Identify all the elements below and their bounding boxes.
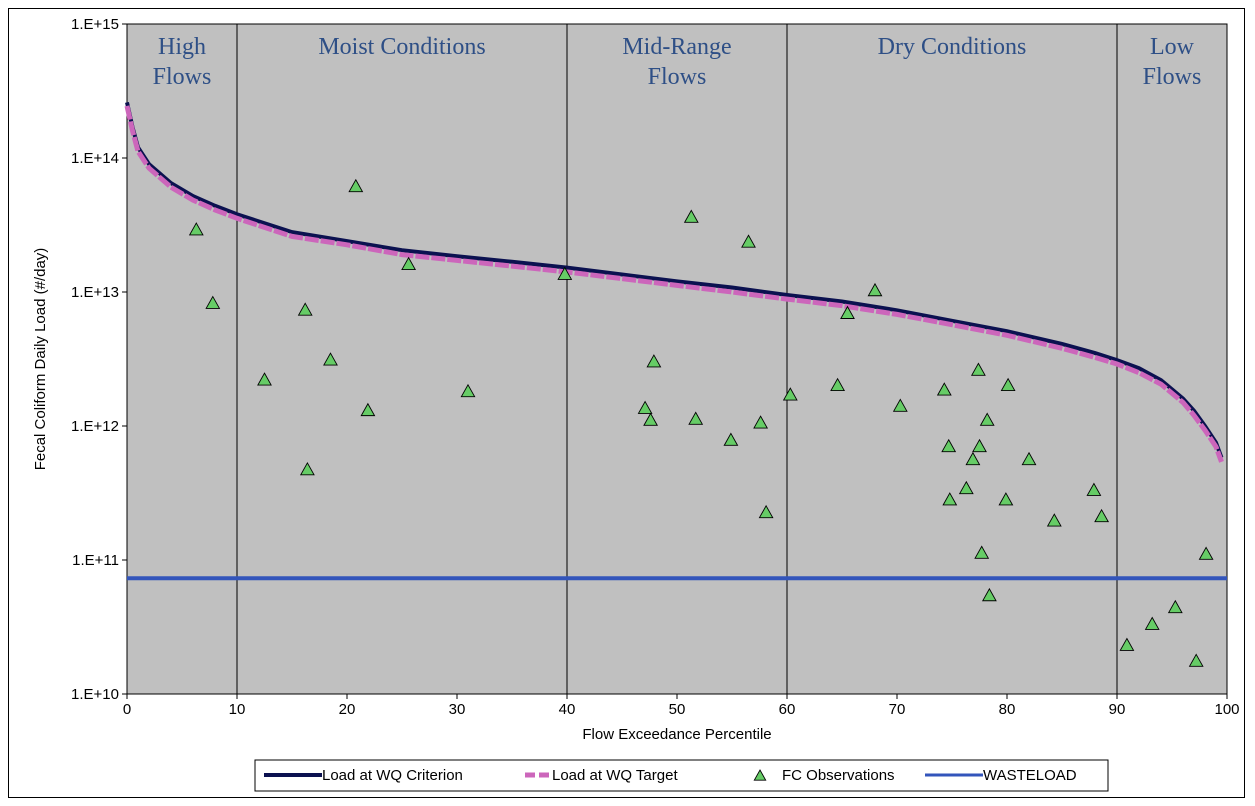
x-tick-label: 10 [229,701,246,718]
fc-observation-point [1086,482,1102,496]
fc-observation-point [688,411,704,425]
x-tick-label: 20 [339,701,356,718]
fc-observation-point [401,256,417,270]
fc-observation-point [965,451,981,466]
y-tick-label: 1.E+11 [72,552,119,569]
fc-observation-point [1188,653,1204,667]
fc-observation-point [297,302,313,316]
fc-observation-point [892,398,908,412]
fc-observation-point [782,387,798,401]
region-label: Flows [648,64,707,90]
x-tick-label: 90 [1109,701,1126,718]
region-label: Dry Conditions [878,34,1027,60]
legend-observations-label: FC Observations [782,767,895,784]
chart-frame: High Flows Moist Conditions Mid-Range Flows D… [8,8,1245,798]
fc-observation-point [942,492,958,506]
fc-observation-point [974,545,990,559]
fc-observation-point [1094,508,1110,523]
series-lines [124,101,1227,581]
fc-observation-point [972,438,987,453]
y-tick-label: 1.E+10 [71,686,119,703]
target-line [124,105,1224,463]
load-duration-chart: High Flows Moist Conditions Mid-Range Flows D… [32,16,1240,792]
legend-observations-swatch [753,769,767,781]
fc-observation-point [360,402,376,417]
fc-observation-point [637,400,653,414]
x-tick-label: 80 [999,701,1016,718]
fc-observation-point [188,222,204,236]
y-tick-label: 1.E+15 [71,16,119,33]
fc-observation-point [205,295,221,309]
fc-observation-point [936,382,952,396]
x-axis-title: Flow Exceedance Percentile [582,726,771,743]
y-axis-ticks: 1.E+10 1.E+11 1.E+12 1.E+13 1.E+14 1.E+15 [71,16,127,703]
legend-target-label: Load at WQ Target [552,767,678,784]
x-tick-label: 30 [449,701,466,718]
fc-observation-point [646,354,662,368]
fc-observation-point [1198,546,1214,560]
fc-observation-point [998,492,1014,506]
region-label: Flows [153,64,212,90]
plot-area [126,23,1228,695]
region-label: Mid-Range [622,34,731,60]
legend-wasteload-label: WASTELOAD [983,767,1077,784]
region-label: Flows [1143,64,1202,90]
fc-observation-point [299,462,315,476]
fc-observation-point [348,178,364,193]
legend: Load at WQ Criterion Load at WQ Target FC … [254,759,1109,792]
x-tick-label: 70 [889,701,906,718]
x-tick-label: 40 [559,701,576,718]
region-label: Moist Conditions [318,34,485,60]
fc-observation-point [683,209,699,223]
x-axis-ticks: 0 10 20 30 40 50 60 70 80 90 100 [123,694,1240,718]
fc-observation-point [758,504,774,519]
x-tick-label: 0 [123,701,131,718]
fc-observation-point [979,412,995,426]
y-axis-title: Fecal Coliform Daily Load (#/day) [32,248,49,471]
fc-observation-point [1144,616,1160,630]
fc-observation-point [257,372,272,386]
y-tick-label: 1.E+12 [71,418,119,435]
y-tick-label: 1.E+14 [71,150,119,167]
fc-observation-point [941,438,957,453]
fc-observation-point [753,415,769,429]
fc-observation-point [1046,513,1062,527]
region-labels: High Flows Moist Conditions Mid-Range Flows D… [153,34,1202,90]
x-tick-label: 100 [1214,701,1239,718]
x-tick-label: 50 [669,701,686,718]
fc-observation-point [1167,599,1183,614]
fc-observation-point [741,234,756,248]
fc-observation-point [460,383,476,398]
fc-observation-point [970,362,986,376]
fc-observation-point [958,480,974,495]
fc-observation-point [840,305,855,319]
fc-observation-point [1021,451,1037,466]
legend-criterion-label: Load at WQ Criterion [322,767,463,784]
fc-observation-point [981,587,997,602]
fc-observation-point [643,412,659,426]
observation-markers [188,178,1214,667]
fc-observation-point [723,432,739,446]
x-tick-label: 60 [779,701,796,718]
fc-observation-point [1119,637,1135,651]
fc-observation-point [867,282,883,297]
fc-observation-point [323,352,338,366]
region-label: High [158,34,206,60]
y-tick-label: 1.E+13 [71,284,119,301]
criterion-line [125,101,1224,459]
fc-observation-point [830,377,846,392]
fc-observation-point [1000,377,1016,392]
region-label: Low [1150,34,1195,60]
fc-observation-point [557,266,573,280]
